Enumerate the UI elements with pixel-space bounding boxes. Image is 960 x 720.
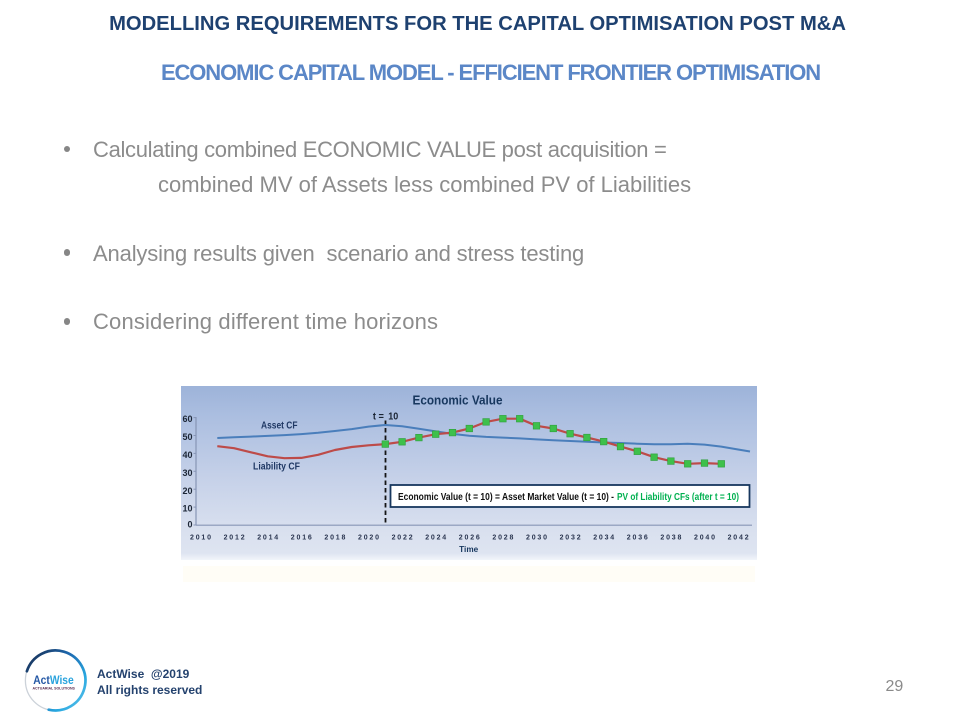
svg-text:2040: 2040: [694, 535, 715, 542]
svg-text:Time: Time: [459, 545, 479, 554]
svg-text:2024: 2024: [425, 535, 446, 542]
svg-text:2036: 2036: [627, 535, 648, 542]
svg-text:2016: 2016: [291, 535, 312, 542]
svg-text:Economic Value (t = 10) = Asse: Economic Value (t = 10) = Asset Market V…: [398, 492, 614, 503]
svg-text:40: 40: [182, 450, 192, 460]
svg-text:0: 0: [187, 520, 192, 530]
svg-text:2020: 2020: [358, 535, 379, 542]
svg-text:2010: 2010: [190, 535, 211, 542]
svg-text:30: 30: [182, 468, 192, 478]
svg-text:t =: t =: [373, 412, 384, 423]
svg-text:Liability CF: Liability CF: [253, 461, 300, 473]
svg-text:ActWise: ActWise: [33, 673, 74, 687]
svg-text:20: 20: [182, 486, 192, 496]
svg-text:2034: 2034: [593, 535, 614, 542]
svg-text:2012: 2012: [224, 535, 245, 542]
svg-text:2032: 2032: [560, 535, 581, 542]
svg-text:PV of Liability CFs (after t =: PV of Liability CFs (after t = 10): [617, 492, 739, 503]
svg-text:2028: 2028: [492, 535, 513, 542]
svg-text:2018: 2018: [324, 535, 345, 542]
svg-text:10: 10: [388, 412, 398, 423]
svg-text:2038: 2038: [660, 535, 681, 542]
svg-text:2026: 2026: [459, 535, 480, 542]
svg-text:2030: 2030: [526, 535, 547, 542]
svg-text:60: 60: [182, 414, 192, 424]
svg-text:2022: 2022: [392, 535, 413, 542]
svg-text:Asset CF: Asset CF: [261, 420, 298, 432]
svg-text:ACTUARIAL SOLUTIONS: ACTUARIAL SOLUTIONS: [32, 687, 75, 691]
svg-text:10: 10: [182, 504, 192, 514]
svg-text:2042: 2042: [728, 535, 749, 542]
svg-text:50: 50: [182, 432, 192, 442]
svg-text:2014: 2014: [257, 535, 278, 542]
svg-text:Economic Value: Economic Value: [413, 393, 503, 408]
